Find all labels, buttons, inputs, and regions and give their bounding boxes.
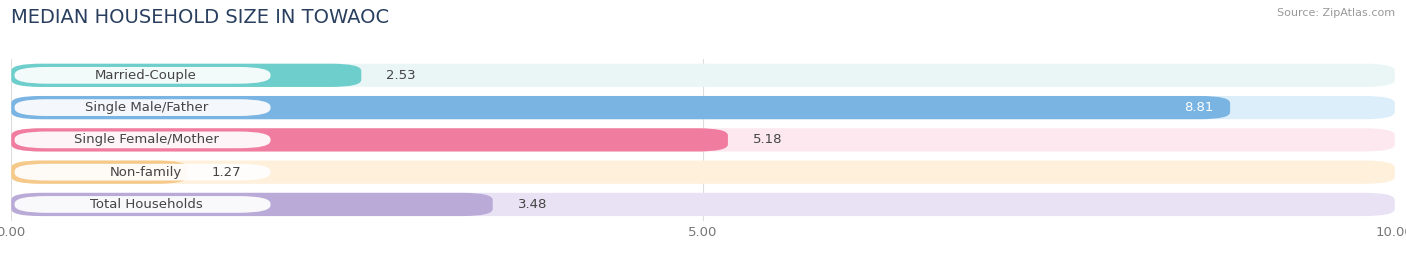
Text: 2.53: 2.53: [387, 69, 416, 82]
FancyBboxPatch shape: [11, 96, 1230, 119]
Text: 3.48: 3.48: [517, 198, 547, 211]
FancyBboxPatch shape: [14, 164, 270, 180]
Text: 1.27: 1.27: [212, 166, 242, 179]
Text: Total Households: Total Households: [90, 198, 202, 211]
Text: Married-Couple: Married-Couple: [96, 69, 197, 82]
FancyBboxPatch shape: [11, 193, 1395, 216]
Text: Single Male/Father: Single Male/Father: [84, 101, 208, 114]
FancyBboxPatch shape: [14, 99, 270, 116]
FancyBboxPatch shape: [11, 161, 1395, 184]
FancyBboxPatch shape: [11, 96, 1395, 119]
FancyBboxPatch shape: [11, 193, 492, 216]
FancyBboxPatch shape: [14, 196, 270, 213]
Text: Non-family: Non-family: [110, 166, 183, 179]
Text: MEDIAN HOUSEHOLD SIZE IN TOWAOC: MEDIAN HOUSEHOLD SIZE IN TOWAOC: [11, 8, 389, 27]
FancyBboxPatch shape: [11, 128, 1395, 151]
FancyBboxPatch shape: [14, 67, 270, 84]
FancyBboxPatch shape: [11, 64, 1395, 87]
Text: Single Female/Mother: Single Female/Mother: [73, 133, 218, 146]
Text: 5.18: 5.18: [752, 133, 782, 146]
Text: 8.81: 8.81: [1184, 101, 1213, 114]
FancyBboxPatch shape: [11, 128, 728, 151]
FancyBboxPatch shape: [11, 161, 187, 184]
Text: Source: ZipAtlas.com: Source: ZipAtlas.com: [1277, 8, 1395, 18]
FancyBboxPatch shape: [11, 64, 361, 87]
FancyBboxPatch shape: [14, 132, 270, 148]
